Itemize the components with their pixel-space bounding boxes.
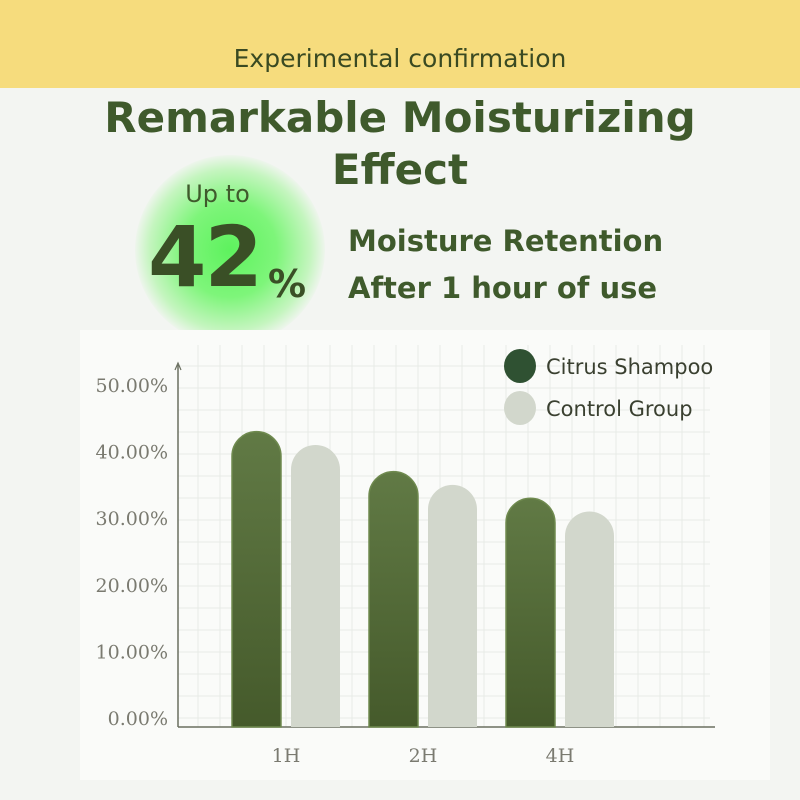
x-tick-label: 2H xyxy=(409,745,438,767)
y-tick-label: 20.00% xyxy=(96,575,168,597)
glow-circle xyxy=(135,155,325,345)
claim-line-2: After 1 hour of use xyxy=(348,271,658,305)
legend-label: Control Group xyxy=(546,397,693,421)
bar-control-group-1H xyxy=(291,444,340,727)
title-line-1: Remarkable Moisturizing xyxy=(104,93,696,142)
y-tick-label: 10.00% xyxy=(96,641,168,663)
page-title: Remarkable Moisturizing Effect xyxy=(0,92,800,196)
banner: Experimental confirmation xyxy=(0,0,800,88)
y-tick-label: 30.00% xyxy=(96,508,168,530)
claim-line-1: Moisture Retention xyxy=(348,224,664,258)
bar-control-group-4H xyxy=(565,511,614,727)
bar-control-group-2H xyxy=(428,484,477,727)
y-tick-label: 0.00% xyxy=(108,708,168,730)
highlight-value: 42 xyxy=(148,208,263,306)
bar-citrus-shampoo-2H xyxy=(368,470,419,728)
highlight-prefix: Up to xyxy=(185,180,250,208)
x-tick-label: 4H xyxy=(546,745,575,767)
title-line-2: Effect xyxy=(331,145,469,194)
legend-label: Citrus Shampoo xyxy=(546,355,713,379)
banner-text: Experimental confirmation xyxy=(233,44,567,73)
y-tick-label: 40.00% xyxy=(96,442,168,464)
y-axis-arrow-icon xyxy=(174,361,182,371)
bar-citrus-shampoo-4H xyxy=(505,497,556,728)
y-tick-label: 50.00% xyxy=(96,375,168,397)
legend-swatch xyxy=(504,391,536,425)
chart-background xyxy=(80,330,770,780)
bar-citrus-shampoo-1H xyxy=(231,430,282,728)
x-tick-label: 1H xyxy=(272,745,301,767)
highlight-unit: % xyxy=(268,262,307,306)
legend-swatch xyxy=(504,349,536,383)
